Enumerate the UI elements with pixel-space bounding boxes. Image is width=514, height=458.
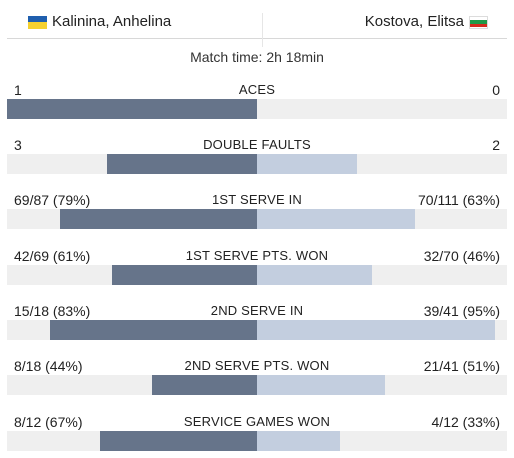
stat-label: DOUBLE FAULTS	[203, 137, 311, 152]
stat-value-right: 2	[492, 137, 500, 153]
stat-row: 69/87 (79%) 1ST SERVE IN 70/111 (63%)	[7, 192, 507, 230]
player-right[interactable]: Kostova, Elitsa	[365, 13, 493, 31]
stat-label: 2ND SERVE IN	[210, 303, 304, 318]
stat-bar-right	[257, 320, 495, 340]
stat-value-right: 4/12 (33%)	[431, 414, 500, 430]
bulgaria-flag-icon	[469, 15, 488, 29]
stat-value-left: 15/18 (83%)	[14, 303, 91, 319]
stat-bar-left	[152, 375, 257, 395]
stat-bar-left	[7, 99, 257, 119]
match-header: Kalinina, Anhelina Kostova, Elitsa	[7, 4, 507, 47]
stat-label: ACES	[238, 82, 276, 97]
stat-row: 42/69 (61%) 1ST SERVE PTS. WON 32/70 (46%)	[7, 248, 507, 286]
stat-value-left: 69/87 (79%)	[14, 192, 91, 208]
header-divider	[262, 13, 263, 47]
stat-bar-track	[7, 265, 507, 285]
stat-value-left: 8/18 (44%)	[14, 358, 83, 374]
stat-label: 2ND SERVE PTS. WON	[184, 358, 330, 373]
stat-value-right: 32/70 (46%)	[423, 248, 500, 264]
stat-bar-right	[257, 431, 340, 451]
match-time: Match time: 2h 18min	[190, 49, 324, 65]
stat-label: 1ST SERVE PTS. WON	[185, 248, 329, 263]
player-right-name: Kostova, Elitsa	[364, 13, 464, 30]
player-left[interactable]: Kalinina, Anhelina	[23, 13, 171, 31]
stat-value-left: 1	[14, 82, 22, 98]
stat-bar-track	[7, 375, 507, 395]
stat-row: 8/18 (44%) 2ND SERVE PTS. WON 21/41 (51%)	[7, 358, 507, 396]
stat-bar-right	[257, 375, 385, 395]
stat-value-right: 39/41 (95%)	[423, 303, 500, 319]
stat-bar-right	[257, 265, 372, 285]
stat-value-left: 8/12 (67%)	[14, 414, 83, 430]
stat-row: 8/12 (67%) SERVICE GAMES WON 4/12 (33%)	[7, 414, 507, 452]
stat-row: 1 ACES 0	[7, 82, 507, 120]
ukraine-flag-icon	[28, 15, 47, 29]
stat-label: 1ST SERVE IN	[211, 192, 303, 207]
stat-value-left: 42/69 (61%)	[14, 248, 91, 264]
stat-label: SERVICE GAMES WON	[183, 414, 331, 429]
player-left-name: Kalinina, Anhelina	[52, 13, 172, 30]
stat-bar-track	[7, 431, 507, 451]
stat-bar-track	[7, 320, 507, 340]
stat-bar-left	[59, 209, 257, 229]
stat-bar-left	[107, 154, 257, 174]
stat-bar-track	[7, 99, 507, 119]
stat-value-right: 21/41 (51%)	[423, 358, 500, 374]
stat-value-right: 0	[492, 82, 500, 98]
stat-bar-right	[257, 154, 357, 174]
stat-row: 3 DOUBLE FAULTS 2	[7, 137, 507, 175]
stat-bar-track	[7, 209, 507, 229]
stat-bar-track	[7, 154, 507, 174]
stat-value-left: 3	[14, 137, 22, 153]
stat-row: 15/18 (83%) 2ND SERVE IN 39/41 (95%)	[7, 303, 507, 341]
stat-bar-left	[49, 320, 257, 340]
stat-bar-left	[112, 265, 257, 285]
stat-value-right: 70/111 (63%)	[418, 192, 500, 208]
stat-bar-right	[257, 209, 415, 229]
stat-bar-left	[99, 431, 257, 451]
